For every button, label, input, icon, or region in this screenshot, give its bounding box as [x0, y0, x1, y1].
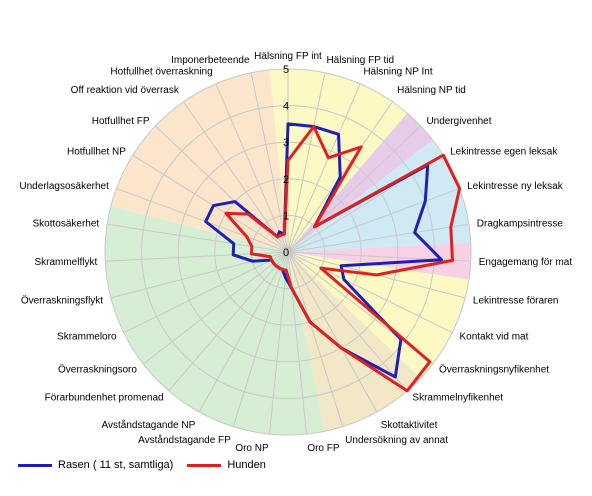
category-label: Skrammeloro	[57, 332, 117, 343]
grid-spoke	[287, 83, 361, 253]
category-label: Hälsning NP Int	[363, 66, 433, 77]
category-label: Lekintresse föraren	[473, 295, 559, 306]
legend-label-rasen: Rasen ( 11 st, samtliga)	[58, 459, 174, 471]
tick-label: 3	[283, 137, 289, 149]
grid-spoke	[168, 251, 289, 392]
category-label: Oro NP	[235, 443, 269, 454]
grid-spoke	[268, 251, 289, 435]
grid-spoke	[250, 72, 289, 253]
tick-label: 1	[283, 210, 289, 222]
legend-swatch-hunden	[187, 463, 222, 467]
category-label: Överraskningsnyfikenhet	[439, 363, 549, 375]
grid-spoke	[116, 187, 289, 253]
category-label: Oro FP	[307, 443, 340, 454]
grid-spoke	[198, 251, 289, 413]
tick-label: 2	[283, 174, 289, 186]
grid-spoke	[287, 251, 408, 392]
legend-item-rasen: Rasen ( 11 st, samtliga)	[18, 459, 173, 471]
tick-label: 0	[283, 247, 289, 259]
grid-spoke	[287, 251, 344, 427]
category-label: Lekintresse egen leksak	[450, 146, 558, 157]
series-line-hunden	[224, 125, 462, 393]
background-sector	[288, 252, 421, 432]
category-label: Dragkampsintresse	[477, 219, 564, 230]
legend-item-hunden: Hunden	[187, 459, 266, 471]
grid-spoke	[142, 251, 289, 365]
background-sector	[110, 69, 288, 252]
category-label: Skrammelnyfikenhet	[412, 392, 503, 403]
category-label: Underlagsosäkerhet	[19, 181, 109, 192]
background-sector	[104, 206, 325, 435]
category-label: Överraskningsoro	[58, 363, 137, 375]
background-sector	[288, 242, 472, 280]
legend-swatch-rasen	[18, 463, 52, 467]
grid-spoke	[287, 72, 326, 253]
grid-spoke	[287, 125, 421, 253]
grid-spoke	[287, 187, 460, 253]
grid-spoke	[232, 251, 289, 427]
legend: Rasen ( 11 st, samtliga) Hunden	[18, 459, 280, 471]
legend-label-hunden: Hunden	[227, 459, 266, 471]
category-label: Hälsning NP tid	[397, 85, 466, 96]
category-label: Förarbundenhet promenad	[45, 392, 164, 403]
category-label: Undersökning av annat	[345, 435, 448, 446]
grid-spoke	[287, 223, 469, 253]
category-label: Kontakt vid mat	[459, 332, 528, 343]
grid-spoke	[215, 83, 289, 253]
grid-spoke	[132, 154, 289, 253]
category-label: Skottaktivitet	[381, 420, 438, 431]
grid-spoke	[287, 251, 453, 334]
grid-spoke	[183, 101, 289, 253]
category-label: Avståndstagande NP	[102, 419, 196, 431]
grid-spoke	[123, 251, 289, 334]
category-label: Hotfullhet FP	[92, 116, 150, 127]
grid-spoke	[107, 223, 289, 253]
category-label: Engagemang för mat	[479, 257, 573, 268]
grid-spoke	[287, 251, 378, 413]
tick-label: 4	[283, 101, 289, 113]
grid-spoke	[155, 125, 289, 253]
category-label: Skottosäkerhet	[32, 219, 99, 230]
category-label: Skrammelflykt	[34, 257, 97, 268]
category-label: Hälsning FP int	[254, 51, 322, 62]
category-label: Imponerbeteende	[171, 55, 250, 66]
category-label: Hälsning FP tid	[326, 55, 394, 66]
category-label: Hotfullhet NP	[67, 146, 126, 157]
category-label: Lekintresse ny leksak	[467, 181, 564, 192]
category-label: Off reaktion vid överrask	[71, 85, 180, 96]
category-label: Hotfullhet överraskning	[110, 66, 212, 77]
tick-label: 5	[283, 64, 289, 76]
category-label: Överraskningsflykt	[21, 294, 103, 306]
category-label: Undergivenhet	[426, 116, 491, 127]
category-label: Avståndstagande FP	[138, 434, 231, 446]
